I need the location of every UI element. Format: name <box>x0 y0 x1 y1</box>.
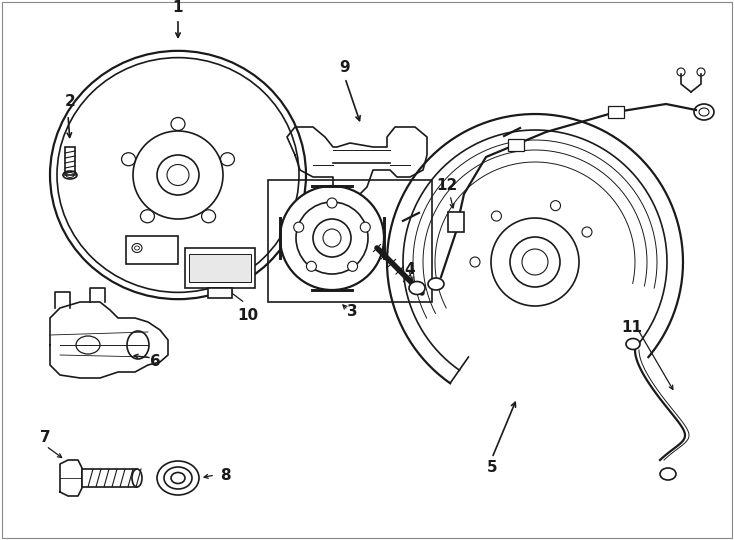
Bar <box>65 147 75 175</box>
Ellipse shape <box>164 467 192 489</box>
Text: 10: 10 <box>237 307 258 322</box>
Ellipse shape <box>360 222 370 232</box>
Ellipse shape <box>660 468 676 480</box>
Bar <box>508 139 524 151</box>
Text: 6: 6 <box>150 354 160 369</box>
Text: 8: 8 <box>219 468 230 483</box>
Ellipse shape <box>306 261 316 271</box>
Text: 2: 2 <box>65 93 76 109</box>
Bar <box>126 236 178 264</box>
Bar <box>268 180 432 302</box>
Bar <box>185 248 255 288</box>
Bar <box>189 254 251 282</box>
Ellipse shape <box>132 469 142 487</box>
Bar <box>82 469 137 487</box>
Bar <box>448 212 464 232</box>
Bar <box>608 106 624 118</box>
Text: 9: 9 <box>340 60 350 76</box>
Bar <box>208 288 232 298</box>
Ellipse shape <box>157 461 199 495</box>
Text: 7: 7 <box>40 430 51 445</box>
Ellipse shape <box>327 198 337 208</box>
Text: 1: 1 <box>172 0 184 15</box>
Ellipse shape <box>294 222 304 232</box>
Text: 12: 12 <box>437 178 457 192</box>
Ellipse shape <box>313 219 351 257</box>
Text: 11: 11 <box>622 321 642 335</box>
Text: 5: 5 <box>487 461 498 476</box>
Ellipse shape <box>348 261 357 271</box>
Ellipse shape <box>280 186 384 290</box>
Text: 3: 3 <box>346 305 357 320</box>
Ellipse shape <box>626 339 640 349</box>
Ellipse shape <box>428 278 444 290</box>
Ellipse shape <box>296 202 368 274</box>
Ellipse shape <box>409 281 425 294</box>
Text: 4: 4 <box>404 262 415 278</box>
